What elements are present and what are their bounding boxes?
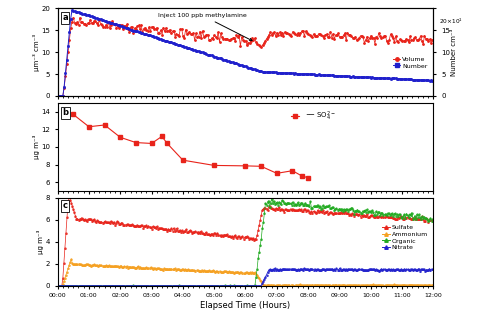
Y-axis label: μm⁻³ cm⁻³: μm⁻³ cm⁻³ — [33, 34, 40, 71]
Text: a: a — [63, 13, 68, 22]
Y-axis label: μg m⁻³: μg m⁻³ — [33, 135, 40, 159]
Text: Inject 100 ppb methylamine: Inject 100 ppb methylamine — [158, 13, 252, 41]
Legend: Sulfate, Ammonium, Organic, Nitrate: Sulfate, Ammonium, Organic, Nitrate — [380, 222, 430, 253]
Legend: Volume, Number: Volume, Number — [390, 54, 430, 71]
Y-axis label: Number cm⁻³: Number cm⁻³ — [451, 28, 457, 76]
Text: b: b — [63, 108, 69, 117]
Y-axis label: μg m⁻³: μg m⁻³ — [37, 230, 44, 254]
X-axis label: Elapsed Time (Hours): Elapsed Time (Hours) — [200, 301, 291, 310]
Legend: $\mathregular{-\!\!\!-}$SO$_4^{2-}$: $\mathregular{-\!\!\!-}$SO$_4^{2-}$ — [288, 107, 338, 125]
Text: c: c — [63, 202, 68, 211]
Text: 20$\times$10$^{1}$: 20$\times$10$^{1}$ — [439, 17, 463, 26]
